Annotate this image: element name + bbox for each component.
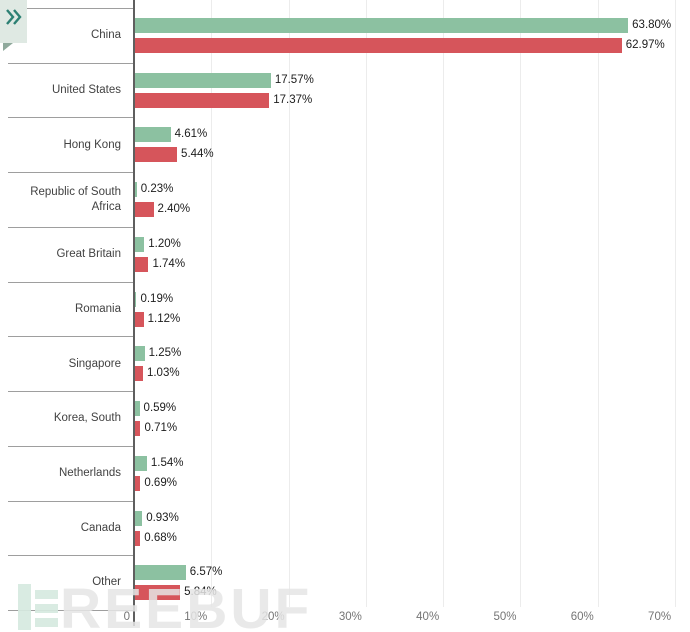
gridline [675, 0, 677, 607]
row-separator [8, 445, 133, 447]
row-separator [8, 281, 133, 283]
sidebar-expand-button[interactable] [0, 0, 27, 51]
bar-red [135, 421, 141, 437]
bar-value-label: 5.44% [181, 148, 214, 161]
row-separator [8, 8, 133, 9]
bar-red [135, 92, 270, 108]
bar-green [135, 510, 143, 526]
bar-value-label: 1.12% [147, 312, 181, 325]
category-label: Hong Kong [63, 138, 121, 151]
bar-value-label: 0.93% [146, 511, 179, 524]
gridline [365, 0, 367, 607]
bar-green [135, 401, 140, 417]
x-tick-label: 40% [416, 611, 440, 623]
bar-red [135, 585, 181, 601]
gridline [443, 0, 445, 607]
row-separator [8, 172, 133, 174]
bar-red [135, 38, 622, 53]
row-separator [8, 500, 133, 502]
bar-value-label: 0.19% [140, 292, 174, 305]
category-label: China [90, 29, 121, 42]
category-label: United States [51, 83, 121, 96]
gridline [288, 0, 290, 607]
bar-value-label: 17.37% [273, 93, 313, 106]
bar-value-label: 17.57% [274, 73, 314, 86]
bar-green [135, 346, 145, 362]
bar-value-label: 1.25% [148, 347, 182, 360]
category-label: Netherlands [58, 467, 121, 479]
row-separator [8, 336, 133, 338]
bar-green [135, 236, 145, 252]
bar-green [135, 18, 629, 33]
bar-value-label: 2.40% [157, 203, 191, 216]
bar-green [135, 455, 147, 471]
gridline [520, 0, 522, 607]
bar-green [135, 565, 186, 581]
bar-red [135, 530, 141, 546]
bar-green [135, 182, 137, 198]
x-tick-label: 0 [123, 611, 130, 623]
bar-value-label: 1.20% [148, 237, 181, 250]
bar-green [135, 291, 137, 307]
gridline [597, 0, 599, 607]
row-separator [8, 555, 133, 557]
bar-value-label: 0.69% [144, 476, 177, 489]
row-separator [8, 610, 133, 612]
category-label: Korea, South [53, 412, 121, 425]
bar-green [135, 72, 271, 88]
x-tick-label: 10% [184, 611, 208, 623]
bar-value-label: 62.97% [625, 39, 665, 51]
row-separator [8, 117, 133, 119]
gridline [211, 0, 213, 607]
bar-value-label: 4.61% [174, 128, 208, 141]
row-separator [8, 391, 133, 393]
x-tick-label: 70% [648, 611, 672, 623]
bar-red [135, 366, 143, 382]
x-tick-label: 60% [570, 611, 594, 623]
category-label: Republic of South Africa [30, 186, 121, 213]
bar-value-label: 1.74% [152, 257, 186, 270]
bar-value-label: 0.71% [144, 422, 178, 435]
x-tick-label: 50% [493, 611, 517, 623]
bar-value-label: 0.23% [140, 183, 174, 196]
y-axis-line [133, 0, 135, 626]
bar-value-label: 5.84% [184, 586, 217, 599]
category-label: Other [92, 576, 121, 589]
bar-value-label: 0.59% [143, 402, 177, 415]
bar-red [135, 147, 178, 163]
bar-value-label: 1.03% [146, 367, 180, 380]
ribbon-fold-decoration [3, 43, 13, 51]
x-tick-label: 30% [338, 611, 362, 623]
bar-red [135, 311, 144, 327]
bar-value-label: 0.68% [144, 531, 177, 544]
bar-red [135, 202, 154, 218]
category-label: Canada [80, 521, 121, 534]
row-separator [8, 62, 133, 64]
category-label: Romania [74, 302, 121, 315]
category-label: Singapore [68, 357, 121, 370]
bar-red [135, 256, 149, 272]
bar-value-label: 63.80% [632, 19, 672, 31]
bar-value-label: 1.54% [150, 456, 184, 469]
bar-red [135, 475, 141, 491]
bar-value-label: 6.57% [189, 566, 223, 579]
category-label: Great Britain [56, 248, 121, 261]
bar-green [135, 127, 171, 143]
x-tick-label: 20% [261, 611, 285, 623]
row-separator [8, 226, 133, 228]
